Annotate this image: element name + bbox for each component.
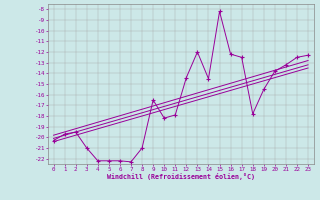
X-axis label: Windchill (Refroidissement éolien,°C): Windchill (Refroidissement éolien,°C)	[107, 173, 255, 180]
